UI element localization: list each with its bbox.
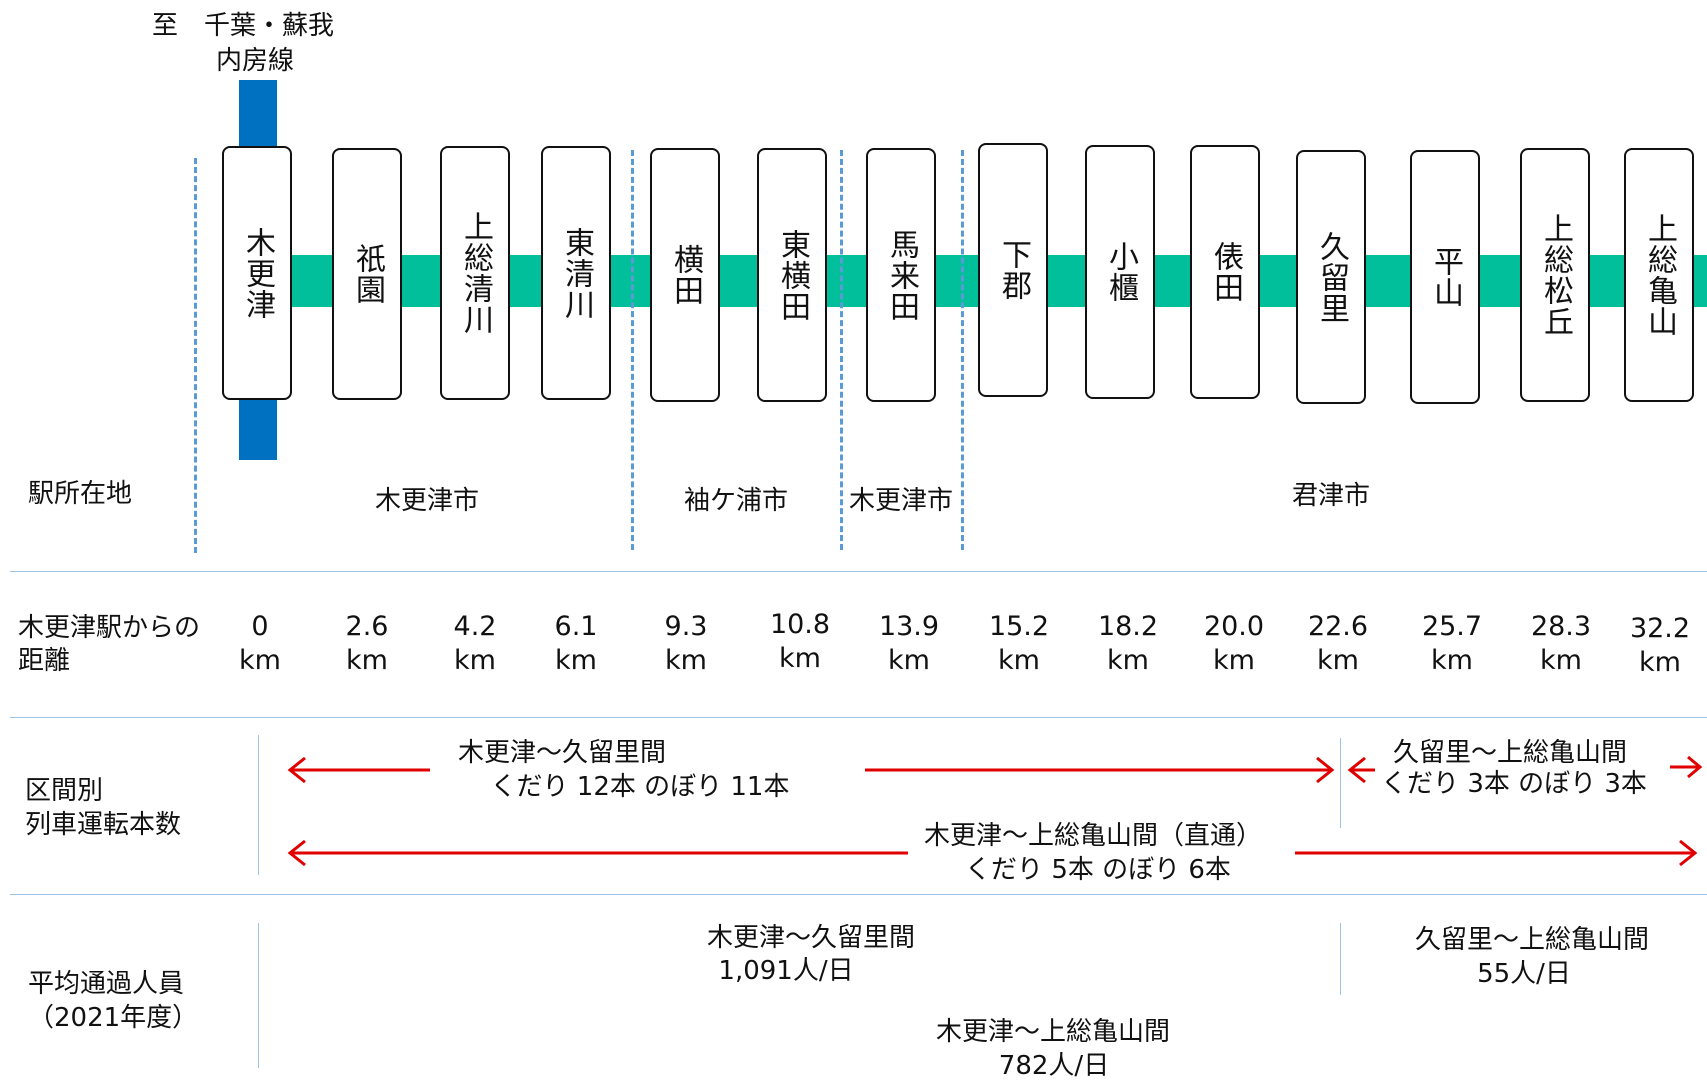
uchibo-line-label: 内房線 xyxy=(216,46,295,76)
distance-value: 22.6 km xyxy=(1307,611,1369,676)
ridership-segment-value: 1,091人/日 xyxy=(718,956,854,986)
arrow-head xyxy=(1679,839,1698,867)
distance-row-label: 木更津駅からの xyxy=(18,613,201,643)
distance-row-label: 距離 xyxy=(18,646,71,676)
station-box: 横田 xyxy=(650,148,720,402)
distance-value: 10.8 km xyxy=(769,609,831,674)
ridership-segment-title: 久留里～上総亀山間 xyxy=(1414,925,1650,955)
station-box: 下郡 xyxy=(978,143,1048,397)
boundary-line xyxy=(840,150,843,550)
station-box: 上総松丘 xyxy=(1520,148,1590,402)
ridership-row-label: 平均通過人員 xyxy=(28,969,185,999)
train-segment-detail: くだり 12本 のぼり 11本 xyxy=(490,772,790,802)
arrow-head xyxy=(1316,756,1335,784)
section-divider xyxy=(258,735,259,875)
direction-label: 至 千葉・蘇我 xyxy=(152,11,335,41)
station-box: 祇園 xyxy=(332,148,402,400)
ridership-segment-value: 55人/日 xyxy=(1477,959,1571,989)
train-segment-title: 木更津～久留里間 xyxy=(457,738,667,768)
distance-value: 15.2 km xyxy=(988,611,1050,676)
row-separator xyxy=(10,571,1707,572)
trains-row-label: 区間別 xyxy=(25,776,104,806)
station-box: 平山 xyxy=(1410,150,1480,404)
station-box: 小櫃 xyxy=(1085,145,1155,399)
station-box: 馬来田 xyxy=(866,148,936,402)
arrow-head xyxy=(287,756,306,784)
ridership-segment-title: 木更津～上総亀山間 xyxy=(935,1017,1171,1047)
station-box: 俵田 xyxy=(1190,145,1260,399)
arrow-head xyxy=(287,839,306,867)
distance-value: 25.7 km xyxy=(1421,611,1483,676)
trains-row-label: 列車運転本数 xyxy=(25,810,182,840)
distance-value: 6.1 km xyxy=(554,611,598,676)
ridership-row-label: （2021年度） xyxy=(28,1003,199,1033)
section-divider xyxy=(258,923,259,1068)
municipality-label: 袖ケ浦市 xyxy=(683,486,789,516)
distance-value: 0 km xyxy=(239,611,281,676)
arrow-head xyxy=(1347,756,1366,784)
boundary-line xyxy=(961,150,964,550)
section-divider xyxy=(1340,738,1341,828)
train-segment-title: 久留里～上総亀山間 xyxy=(1392,738,1628,768)
arrow-head xyxy=(1687,755,1703,779)
section-divider xyxy=(1340,923,1341,995)
boundary-line xyxy=(631,150,634,550)
ridership-segment-value: 782人/日 xyxy=(998,1051,1110,1081)
row-separator xyxy=(10,894,1707,895)
uchibo-line-top xyxy=(239,80,277,150)
municipality-label: 木更津市 xyxy=(374,486,480,516)
distance-value: 13.9 km xyxy=(878,611,940,676)
station-box: 上総亀山 xyxy=(1624,148,1694,402)
distance-value: 18.2 km xyxy=(1097,611,1159,676)
station-box: 東清川 xyxy=(541,146,611,400)
ridership-segment-title: 木更津～久留里間 xyxy=(706,923,916,953)
boundary-line xyxy=(194,158,197,553)
distance-value: 28.3 km xyxy=(1530,611,1592,676)
uchibo-line-bottom xyxy=(239,398,277,460)
distance-value: 32.2 km xyxy=(1629,613,1691,678)
distance-value: 20.0 km xyxy=(1203,611,1265,676)
distance-value: 4.2 km xyxy=(453,611,497,676)
distance-value: 9.3 km xyxy=(664,611,708,676)
station-box: 木更津 xyxy=(222,146,292,400)
municipality-label: 木更津市 xyxy=(848,486,954,516)
station-box: 上総清川 xyxy=(440,146,510,400)
location-row-label: 駅所在地 xyxy=(28,479,133,509)
municipality-label: 君津市 xyxy=(1291,481,1371,511)
row-separator xyxy=(10,717,1707,718)
train-segment-detail: くだり 5本 のぼり 6本 xyxy=(965,855,1231,885)
train-segment-detail: くだり 3本 のぼり 3本 xyxy=(1381,769,1647,799)
train-segment-title: 木更津～上総亀山間（直通） xyxy=(923,821,1263,851)
station-box: 久留里 xyxy=(1296,150,1366,404)
distance-value: 2.6 km xyxy=(345,611,389,676)
station-box: 東横田 xyxy=(757,148,827,402)
